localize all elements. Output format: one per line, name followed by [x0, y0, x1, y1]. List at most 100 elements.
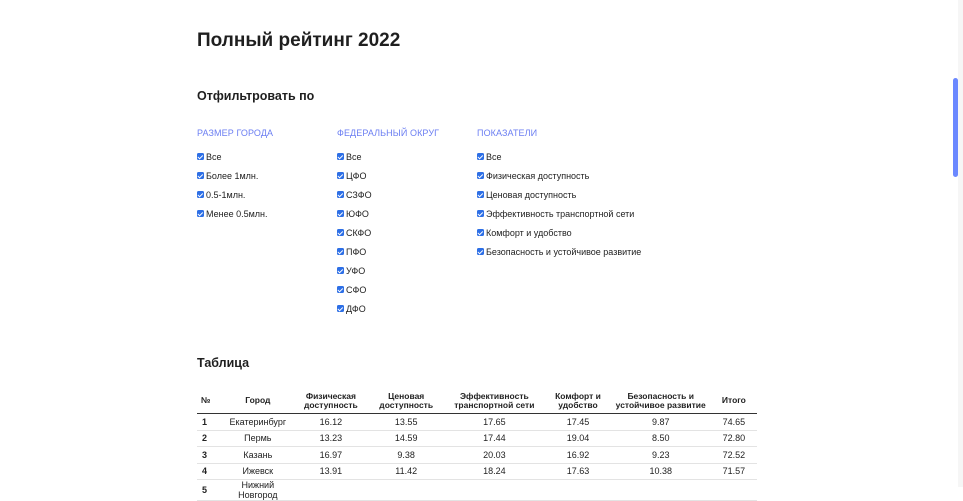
scrollbar-track[interactable]	[958, 0, 963, 487]
filter-option-indicators[interactable]: Физическая доступность	[477, 166, 641, 185]
filter-option-label: Более 1млн.	[206, 170, 259, 181]
filter-option-label: СКФО	[346, 227, 372, 238]
table-cell: 9.23	[610, 446, 711, 464]
checkbox-checked[interactable]	[477, 248, 484, 255]
table-cell	[368, 479, 444, 501]
table-cell: 72.52	[710, 446, 757, 464]
table-cell: 4	[197, 463, 223, 480]
table-row: 2 Пермь 13.23 14.59 17.44 19.04 8.50 72.80	[197, 430, 757, 447]
page-title: Полный рейтинг 2022	[197, 30, 401, 51]
filter-option-indicators[interactable]: Безопасность и устойчивое развитие	[477, 242, 641, 261]
table-cell	[443, 479, 546, 501]
filter-option-district[interactable]: УФО	[337, 261, 439, 280]
checkbox-checked[interactable]	[197, 153, 204, 160]
rating-table: № Город Физическая доступность Ценовая дост…	[197, 389, 757, 501]
filter-option-label: ДФО	[346, 303, 366, 314]
filter-option-size[interactable]: Более 1млн.	[197, 166, 273, 185]
table-cell: 3	[197, 446, 223, 464]
table-cell: 20.03	[443, 446, 546, 464]
filter-option-district[interactable]: СКФО	[337, 223, 439, 242]
table-cell: 13.23	[292, 430, 369, 447]
column-header[interactable]: Физическая доступность	[292, 389, 369, 414]
table-cell: 74.65	[710, 413, 757, 431]
filter-option-indicators[interactable]: Ценовая доступность	[477, 185, 641, 204]
table-cell: 8.50	[610, 430, 711, 447]
filter-option-district[interactable]: ПФО	[337, 242, 439, 261]
checkbox-checked[interactable]	[337, 229, 344, 236]
checkbox-checked[interactable]	[337, 210, 344, 217]
filter-option-indicators[interactable]: Все	[477, 147, 641, 166]
table-cell: 10.38	[610, 463, 711, 480]
table-cell: 19.04	[545, 430, 611, 447]
checkbox-checked[interactable]	[477, 210, 484, 217]
city-cell: Екатеринбург	[222, 413, 293, 431]
filter-option-label: Ценовая доступность	[486, 189, 577, 200]
table-cell	[710, 479, 757, 501]
column-header[interactable]: Ценовая доступность	[368, 389, 444, 414]
scrollbar-thumb[interactable]	[953, 78, 958, 177]
column-header[interactable]: Эффективность транспортной сети	[443, 389, 546, 414]
table-cell: 2	[197, 430, 223, 447]
checkbox-checked[interactable]	[337, 305, 344, 312]
table-cell: 1	[197, 413, 223, 431]
table-cell: 9.87	[610, 413, 711, 431]
filter-title: Отфильтровать по	[197, 89, 315, 103]
filter-option-indicators[interactable]: Комфорт и удобство	[477, 223, 641, 242]
filter-option-district[interactable]: ЦФО	[337, 166, 439, 185]
filter-option-label: 0.5-1млн.	[206, 189, 246, 200]
column-header[interactable]: Безопасность и устойчивое развитие	[610, 389, 711, 414]
filter-option-label: Физическая доступность	[486, 170, 590, 181]
filter-option-label: СФО	[346, 284, 367, 295]
checkbox-checked[interactable]	[337, 267, 344, 274]
column-header[interactable]: Итого	[710, 389, 757, 414]
filter-option-district[interactable]: ЮФО	[337, 204, 439, 223]
checkbox-checked[interactable]	[337, 153, 344, 160]
table-cell: 13.91	[292, 463, 369, 480]
filter-option-label: ЮФО	[346, 208, 369, 219]
filter-option-district[interactable]: СФО	[337, 280, 439, 299]
filter-option-size[interactable]: Менее 0.5млн.	[197, 204, 273, 223]
table-header-row: № Город Физическая доступность Ценовая дост…	[197, 389, 757, 414]
city-cell: Пермь	[222, 430, 293, 447]
filter-header-size: РАЗМЕР ГОРОДА	[197, 128, 274, 138]
column-header[interactable]: Комфорт и удобство	[545, 389, 611, 414]
filter-option-size[interactable]: 0.5-1млн.	[197, 185, 273, 204]
table-cell	[610, 479, 711, 501]
checkbox-checked[interactable]	[477, 191, 484, 198]
table-cell: 5	[197, 479, 223, 501]
checkbox-checked[interactable]	[197, 210, 204, 217]
checkbox-checked[interactable]	[337, 248, 344, 255]
checkbox-checked[interactable]	[477, 229, 484, 236]
column-header[interactable]: №	[197, 389, 223, 414]
filter-option-label: Все	[206, 151, 222, 162]
checkbox-checked[interactable]	[197, 172, 204, 179]
table-cell	[545, 479, 611, 501]
checkbox-checked[interactable]	[337, 191, 344, 198]
filter-option-district[interactable]: СЗФО	[337, 185, 439, 204]
filter-option-district[interactable]: ДФО	[337, 299, 439, 318]
table-row: 3 Казань 16.97 9.38 20.03 16.92 9.23 72.52	[197, 446, 757, 464]
city-cell: Нижний Новгород	[222, 479, 293, 501]
column-header[interactable]: Город	[222, 389, 293, 414]
checkbox-checked[interactable]	[337, 172, 344, 179]
filter-option-district[interactable]: Все	[337, 147, 439, 166]
table-cell: 13.55	[368, 413, 444, 431]
filter-group-district: ФЕДЕРАЛЬНЫЙ ОКРУГ Все ЦФО СЗФО ЮФО СКФО ПФО УФ…	[337, 127, 439, 318]
table-cell: 11.42	[368, 463, 444, 480]
table-cell: 72.80	[710, 430, 757, 447]
filter-option-label: Менее 0.5млн.	[206, 208, 268, 219]
table-cell: 18.24	[443, 463, 546, 480]
checkbox-checked[interactable]	[337, 286, 344, 293]
filter-option-label: ЦФО	[346, 170, 367, 181]
filter-option-size[interactable]: Все	[197, 147, 273, 166]
checkbox-checked[interactable]	[477, 153, 484, 160]
table-cell: 14.59	[368, 430, 444, 447]
city-cell: Ижевск	[222, 463, 293, 480]
table-cell: 71.57	[710, 463, 757, 480]
table-cell: 17.45	[545, 413, 611, 431]
checkbox-checked[interactable]	[477, 172, 484, 179]
table-cell	[292, 479, 369, 501]
filter-option-label: СЗФО	[346, 189, 372, 200]
filter-option-indicators[interactable]: Эффективность транспортной сети	[477, 204, 641, 223]
checkbox-checked[interactable]	[197, 191, 204, 198]
